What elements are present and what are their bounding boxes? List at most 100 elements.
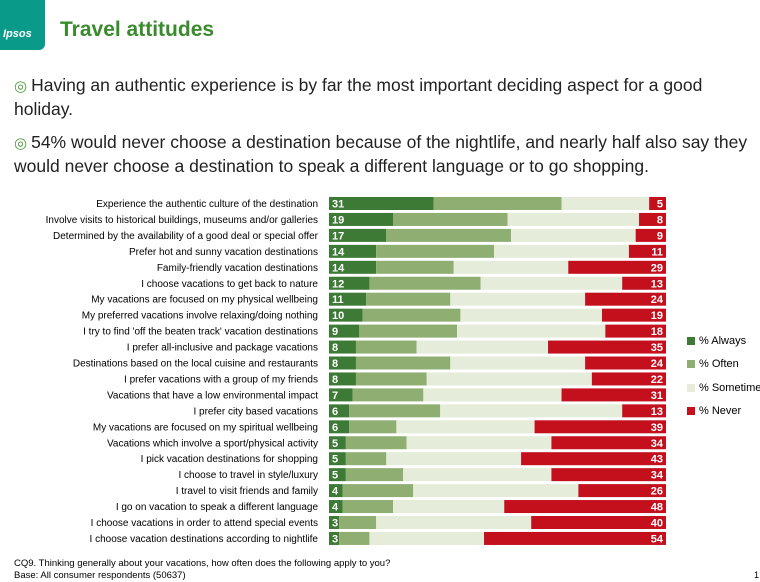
legend-item: % Always <box>687 329 760 353</box>
bar-segment <box>329 276 370 290</box>
data-label: 31 <box>651 390 663 402</box>
bar-segment <box>355 340 417 354</box>
bar-segment <box>393 212 508 226</box>
data-label: 5 <box>332 438 338 450</box>
data-label: 34 <box>651 470 664 482</box>
data-label: 5 <box>332 470 338 482</box>
bar-segment <box>440 404 623 418</box>
bar-segment <box>366 292 451 306</box>
category-label: Experience the authentic culture of the … <box>96 199 318 210</box>
legend-label: % Always <box>699 334 747 347</box>
bar-segment <box>551 468 666 482</box>
bar-segment <box>635 228 666 242</box>
category-label: Involve visits to historical buildings, … <box>46 215 318 226</box>
data-label: 13 <box>651 406 663 418</box>
category-label: Destinations based on the local cuisine … <box>73 359 318 370</box>
bar-segment <box>329 292 367 306</box>
bar-segment <box>359 324 458 338</box>
category-label: I prefer all-inclusive and package vacat… <box>127 343 318 354</box>
bar-segment <box>591 372 666 386</box>
legend-item: % Sometimes <box>687 376 760 400</box>
chart-legend: % Always % Often % Sometimes % Never <box>687 329 760 423</box>
bullet-text: Having an authentic experience is by far… <box>14 75 703 119</box>
bar-segment <box>349 420 397 434</box>
bar-segment <box>369 531 485 545</box>
bar-segment <box>406 436 552 450</box>
bar-segment <box>329 452 346 466</box>
bar-segment <box>329 260 377 274</box>
data-label: 8 <box>332 358 338 370</box>
legend-label: % Often <box>699 358 739 371</box>
data-label: 14 <box>332 262 345 274</box>
category-label: My vacations are focused on my spiritual… <box>93 422 318 433</box>
bar-segment <box>426 372 592 386</box>
data-label: 5 <box>332 454 338 466</box>
bar-segment <box>329 420 350 434</box>
data-label: 18 <box>651 326 663 338</box>
legend-swatch <box>687 336 695 345</box>
data-label: 19 <box>332 214 344 226</box>
legend-label: % Sometimes <box>699 381 760 394</box>
bar-segment <box>531 516 666 529</box>
bar-segment <box>649 197 666 210</box>
bar-segment <box>339 516 377 529</box>
bar-segment <box>561 197 650 210</box>
data-label: 8 <box>657 214 663 226</box>
bar-segment <box>355 372 427 386</box>
bar-segment <box>561 388 666 402</box>
bullet-1: ◎ Having an authentic experience is by fa… <box>14 74 754 121</box>
bar-segment <box>568 260 666 274</box>
bar-segment <box>423 388 562 402</box>
legend-swatch <box>687 360 695 369</box>
bullet-icon: ◎ <box>14 135 28 152</box>
bar-segment <box>585 356 666 370</box>
bar-segment <box>345 452 387 466</box>
bar-segment <box>349 404 441 418</box>
data-label: 17 <box>332 230 344 242</box>
bar-segment <box>494 244 629 258</box>
category-label: I go on vacation to speak a different la… <box>116 502 319 513</box>
category-label: I prefer city based vacations <box>193 406 318 417</box>
legend-label: % Never <box>699 405 742 418</box>
bar-segment <box>355 356 451 370</box>
data-label: 54 <box>651 533 664 545</box>
data-label: 6 <box>332 406 338 418</box>
data-label: 4 <box>332 502 339 514</box>
bar-segment <box>510 228 636 242</box>
bar-segment <box>329 436 346 450</box>
bar-segment <box>578 484 666 498</box>
category-label: Determined by the availability of a good… <box>53 231 319 242</box>
bar-segment <box>450 356 586 370</box>
data-label: 43 <box>651 454 663 466</box>
bullet-text: 54% would never choose a destination bec… <box>14 132 748 176</box>
bar-segment <box>376 516 532 529</box>
bar-segment <box>413 484 579 498</box>
page-title: Travel attitudes <box>60 18 215 41</box>
bullet-2: ◎ 54% would never choose a destination be… <box>14 131 754 178</box>
data-label: 48 <box>651 502 663 514</box>
logo-text: Ipsos <box>3 28 32 40</box>
category-label: My vacations are focused on my physical … <box>91 295 318 306</box>
bar-segment <box>329 388 353 402</box>
bar-segment <box>507 212 640 226</box>
bar-segment <box>416 340 549 354</box>
data-label: 35 <box>651 342 663 354</box>
bar-segment <box>386 452 522 466</box>
data-label: 3 <box>332 518 338 530</box>
category-label: I choose vacations to get back to nature <box>141 279 318 290</box>
category-label: I try to find 'off the beaten track' vac… <box>83 327 318 338</box>
bar-segment <box>534 420 666 434</box>
bar-segment <box>329 308 363 322</box>
data-label: 24 <box>651 294 664 306</box>
data-label: 7 <box>332 390 338 402</box>
data-label: 9 <box>657 230 663 242</box>
data-label: 5 <box>657 199 663 211</box>
bar-segment <box>376 260 454 274</box>
bar-segment <box>329 212 394 226</box>
data-label: 4 <box>332 486 339 498</box>
bar-segment <box>345 436 407 450</box>
data-label: 13 <box>651 278 663 290</box>
bar-segment <box>329 468 346 482</box>
bar-segment <box>329 484 343 498</box>
category-label: Prefer hot and sunny vacation destinatio… <box>129 247 318 258</box>
